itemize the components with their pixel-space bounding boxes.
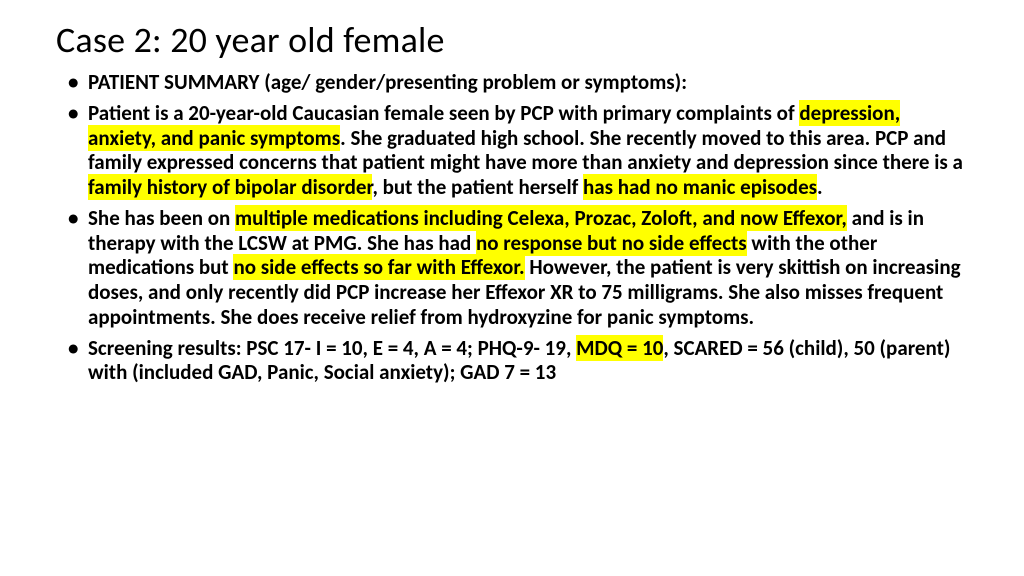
- bullet-screening-results: Screening results: PSC 17- I = 10, E = 4…: [74, 336, 968, 386]
- text-run: .: [817, 174, 823, 200]
- slide-title: Case 2: 20 year old female: [56, 18, 968, 62]
- bullet-patient-presentation: Patient is a 20-year-old Caucasian femal…: [74, 101, 968, 200]
- highlight-run: no side effects so far with Effexor.: [233, 254, 524, 280]
- text-run: Screening results: PSC 17- I = 10, E = 4…: [88, 335, 576, 361]
- text-run: Patient is a 20-year-old Caucasian femal…: [88, 100, 799, 126]
- text-run: PATIENT SUMMARY (age/ gender/presenting …: [88, 69, 687, 95]
- text-run: , but the patient herself: [372, 174, 583, 200]
- bullet-medications: She has been on multiple medications inc…: [74, 206, 968, 330]
- highlight-run: multiple medications including Celexa, P…: [235, 205, 847, 231]
- highlight-run: MDQ = 10: [576, 335, 663, 361]
- bullet-list: PATIENT SUMMARY (age/ gender/presenting …: [56, 70, 968, 385]
- slide: Case 2: 20 year old female PATIENT SUMMA…: [0, 0, 1024, 576]
- highlight-run: has had no manic episodes: [583, 174, 817, 200]
- bullet-summary-heading: PATIENT SUMMARY (age/ gender/presenting …: [74, 70, 968, 95]
- highlight-run: family history of bipolar disorder: [88, 174, 372, 200]
- highlight-run: no response but no side effects: [476, 230, 747, 256]
- text-run: She has been on: [88, 205, 235, 231]
